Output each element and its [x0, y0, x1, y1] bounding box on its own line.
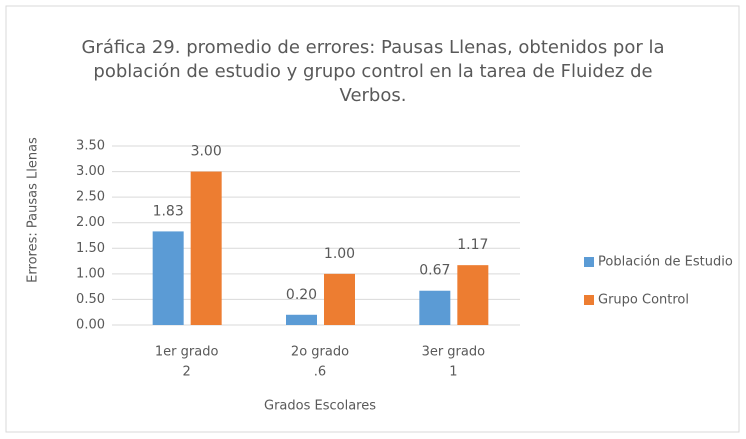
x-tick-label: 2o grado	[291, 345, 349, 360]
x-tick-label: 3er grado	[422, 345, 486, 360]
value-label: 1.83	[153, 203, 184, 219]
bar	[457, 265, 489, 325]
y-tick-label: 0.50	[76, 292, 105, 307]
bar	[286, 314, 317, 325]
y-tick-label: 3.50	[76, 139, 105, 154]
chart-title: Gráfica 29. promedio de errores: Pausas …	[81, 37, 665, 106]
bar	[419, 290, 451, 325]
bar	[152, 231, 184, 325]
y-tick-label: 2.50	[76, 190, 105, 205]
value-label: 1.17	[457, 237, 488, 253]
x-tick-label: 1	[449, 365, 457, 380]
y-tick-label: 3.00	[76, 164, 105, 179]
value-label: 3.00	[191, 144, 222, 160]
value-label: 1.00	[324, 246, 355, 262]
x-axis-title: Grados Escolares	[264, 399, 376, 414]
x-tick-label: 1er grado	[155, 345, 219, 360]
legend-swatch	[584, 295, 594, 305]
value-label: 0.20	[286, 287, 317, 303]
y-axis-title: Errores: Pausas Llenas	[26, 137, 41, 283]
y-tick-label: 1.50	[76, 241, 105, 256]
value-label: 0.67	[419, 263, 450, 279]
legend-label: Grupo Control	[598, 293, 689, 308]
legend-label: Población de Estudio	[598, 255, 733, 270]
bar	[324, 273, 355, 325]
y-tick-label: 2.00	[76, 215, 105, 230]
y-tick-label: 0.00	[76, 318, 105, 333]
y-tick-label: 1.00	[76, 266, 105, 281]
chart-border	[5, 5, 740, 433]
legend-swatch	[584, 257, 594, 267]
x-tick-label: 2	[183, 365, 191, 380]
x-tick-label: .6	[314, 365, 326, 380]
bar	[190, 171, 222, 325]
